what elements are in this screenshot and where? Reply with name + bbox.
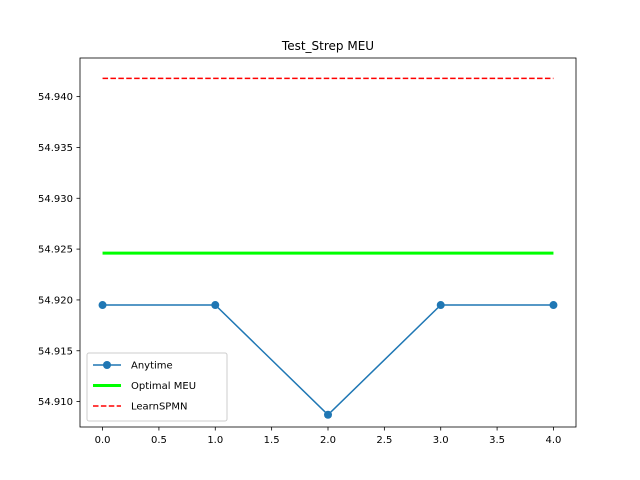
series-point-0-4 (549, 301, 558, 310)
series-point-0-2 (324, 410, 332, 419)
x-tick-label-2: 1.0 (207, 435, 223, 446)
series-point-0-1 (211, 301, 220, 310)
legend-marker-0 (103, 361, 111, 369)
legend-box (86, 352, 228, 422)
x-tick-label-0: 0.0 (95, 435, 111, 446)
plot-area (98, 77, 558, 419)
y-tick-label-0: 54.910 (38, 397, 73, 408)
x-tick-label-3: 1.5 (264, 435, 280, 446)
y-tick-label-3: 54.925 (38, 245, 73, 256)
x-tick-label-6: 3.0 (433, 435, 449, 446)
legend-label-0: Anytime (131, 361, 173, 372)
x-tick-label-5: 2.5 (376, 435, 392, 446)
y-tick-label-4: 54.930 (38, 194, 73, 205)
legend: Anytime Optimal MEU LearnSPMN (86, 352, 228, 422)
x-tick-label-4: 2.0 (320, 435, 336, 446)
x-tick-label-1: 0.5 (151, 435, 167, 446)
legend-label-1: Optimal MEU (131, 381, 196, 392)
x-tick-label-7: 3.5 (489, 435, 505, 446)
y-tick-label-2: 54.920 (38, 296, 73, 307)
chart-title: Test_Strep MEU (281, 39, 374, 53)
x-tick-label-8: 4.0 (546, 435, 562, 446)
y-tick-label-5: 54.935 (38, 143, 73, 154)
axes: 0.0 0.5 1.0 1.5 2.0 2.5 3.0 3.5 4.0 54.910 54.915 5… (38, 57, 577, 446)
series-point-0-3 (436, 301, 445, 310)
series-point-0-0 (98, 301, 107, 310)
y-tick-label-6: 54.940 (38, 92, 73, 103)
legend-label-2: LearnSPMN (131, 402, 187, 413)
y-tick-label-1: 54.915 (38, 346, 73, 357)
